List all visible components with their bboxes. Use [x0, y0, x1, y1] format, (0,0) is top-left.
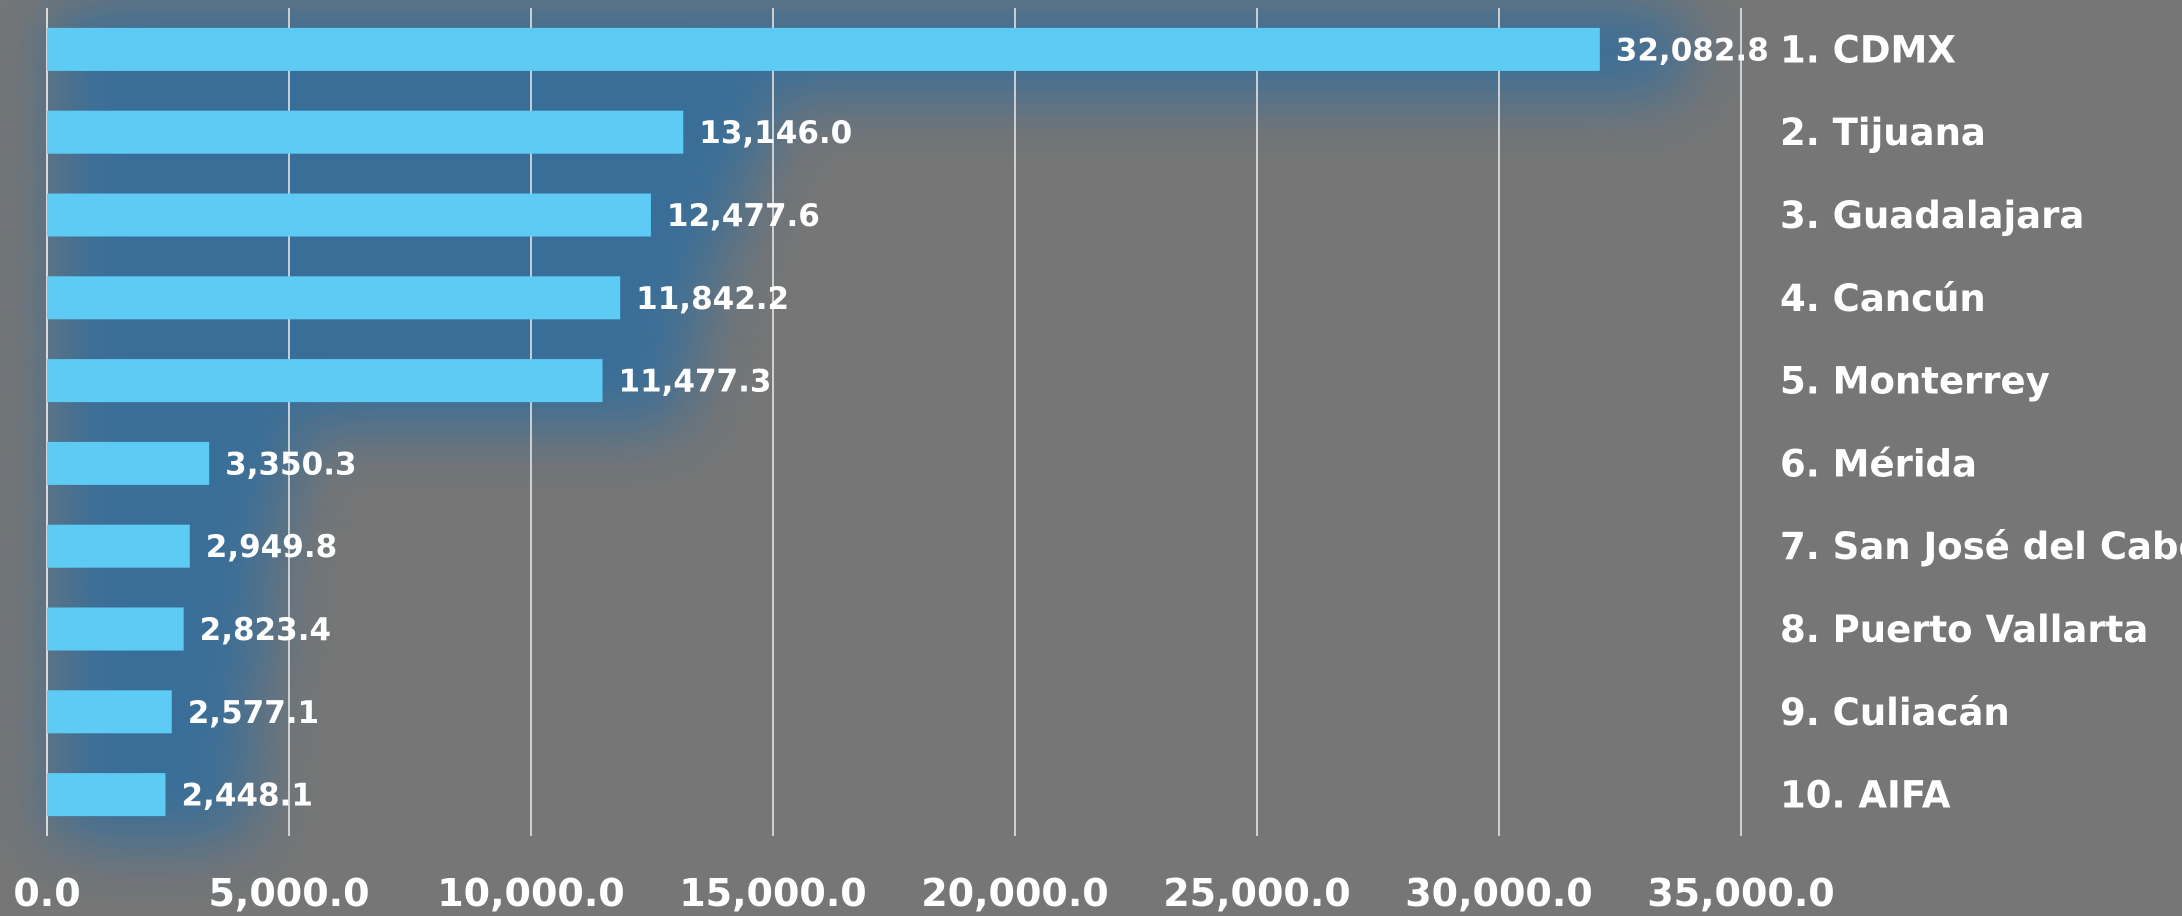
x-tick-label: 35,000.0 [1647, 871, 1835, 915]
category-label: 8. Puerto Vallarta [1780, 608, 2148, 651]
category-label: 5. Monterrey [1780, 360, 2050, 403]
category-label: 1. CDMX [1780, 28, 1956, 71]
category-label: 10. AIFA [1780, 774, 1951, 817]
x-tick-label: 25,000.0 [1163, 871, 1351, 915]
data-label: 11,477.3 [619, 364, 772, 400]
bar [47, 773, 166, 817]
data-label: 2,823.4 [200, 612, 331, 648]
category-label: 4. Cancún [1780, 277, 1986, 320]
data-label: 2,949.8 [206, 529, 337, 565]
category-label: 3. Guadalajara [1780, 194, 2084, 237]
x-tick-label: 0.0 [13, 871, 80, 915]
bars [47, 27, 1600, 817]
category-label: 9. Culiacán [1780, 691, 2010, 734]
category-label: 2. Tijuana [1780, 111, 1986, 154]
x-tick-label: 10,000.0 [437, 871, 625, 915]
category-labels: 1. CDMX 2. Tijuana 3. Guadalajara 4. Cancún… [1780, 28, 2182, 816]
x-axis-tick-labels: 0.0 5,000.0 10,000.0 15,000.0 20,000.0 25,000… [13, 871, 1834, 915]
bar [47, 27, 1600, 71]
bar [47, 607, 184, 651]
x-tick-label: 5,000.0 [208, 871, 369, 915]
x-tick-label: 30,000.0 [1405, 871, 1593, 915]
category-label: 7. San José del Cabo [1780, 525, 2182, 568]
data-labels: 32,082.8 13,146.0 12,477.6 11,842.2 11,477.3… [181, 32, 1768, 813]
x-tick-label: 20,000.0 [921, 871, 1109, 915]
data-label: 11,842.2 [636, 281, 789, 317]
data-label: 2,448.1 [181, 778, 312, 814]
data-label: 32,082.8 [1616, 32, 1769, 68]
category-label: 6. Mérida [1780, 442, 1977, 485]
data-label: 2,577.1 [188, 695, 319, 731]
bar [47, 690, 172, 734]
bar [47, 276, 621, 320]
x-tick-label: 15,000.0 [679, 871, 867, 915]
data-label: 3,350.3 [225, 446, 356, 482]
bar [47, 110, 684, 154]
data-label: 13,146.0 [699, 115, 852, 151]
bar [47, 524, 190, 568]
data-label: 12,477.6 [667, 198, 820, 234]
bar [47, 441, 210, 485]
bar [47, 193, 651, 237]
bar [47, 359, 603, 403]
